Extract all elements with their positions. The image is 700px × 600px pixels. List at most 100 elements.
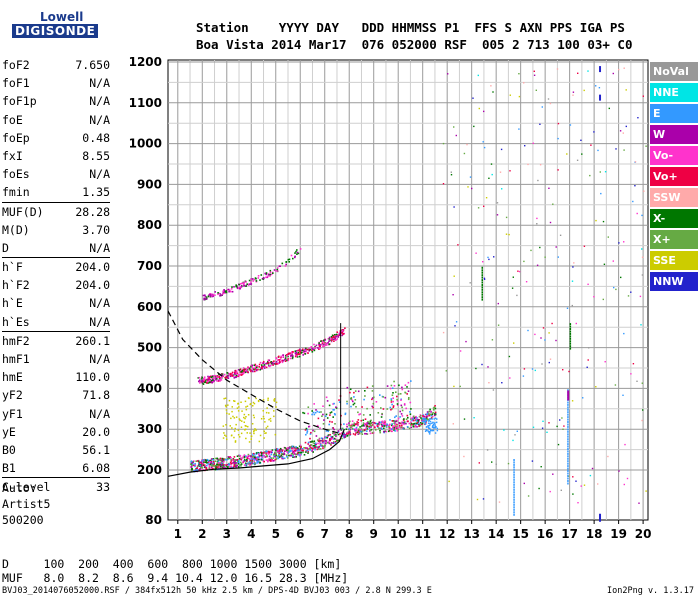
trace-point <box>249 403 251 406</box>
trace-point <box>320 439 322 442</box>
trace-point <box>329 414 331 416</box>
trace-point <box>434 426 437 428</box>
interference-point <box>513 459 515 461</box>
trace-point <box>392 406 395 409</box>
trace-point <box>251 423 254 425</box>
trace-point <box>407 390 410 392</box>
trace-point <box>377 412 380 414</box>
trace-point <box>323 339 326 341</box>
trace-point <box>306 449 309 452</box>
trace-point <box>357 390 360 393</box>
trace-point <box>371 424 374 426</box>
trace-point <box>288 454 290 457</box>
trace-point <box>355 423 358 425</box>
trace-point <box>432 411 434 414</box>
param-separator <box>2 257 110 259</box>
trace-point <box>431 415 434 418</box>
trace-point <box>390 384 393 387</box>
trace-point <box>375 401 378 403</box>
trace-point <box>227 456 230 458</box>
trace-point <box>224 458 226 460</box>
trace-point <box>246 283 248 285</box>
trace-point <box>230 460 233 462</box>
trace-point <box>260 457 263 460</box>
trace-point <box>385 430 388 433</box>
trace-point <box>330 438 333 440</box>
trace-point <box>387 430 390 433</box>
noise-point <box>452 294 454 296</box>
trace-point <box>393 427 396 429</box>
trace-point <box>332 416 334 418</box>
trace-point <box>231 375 233 377</box>
trace-point <box>289 446 292 448</box>
trace-point <box>233 430 236 432</box>
trace-point <box>222 290 224 293</box>
noise-point <box>546 431 548 433</box>
trace-point <box>360 430 362 433</box>
trace-point <box>209 294 212 297</box>
trace-point <box>194 462 196 465</box>
trace-point <box>191 464 194 466</box>
trace-point <box>287 355 289 358</box>
trace-point <box>364 432 366 435</box>
interference-point <box>599 513 602 522</box>
trace-point <box>428 413 430 416</box>
trace-point <box>203 380 205 383</box>
noise-point <box>473 125 475 128</box>
trace-point <box>348 424 350 426</box>
trace-point <box>215 378 217 381</box>
trace-point <box>429 429 432 431</box>
trace-point <box>366 425 368 428</box>
trace-point <box>280 356 282 359</box>
trace-point <box>273 400 276 402</box>
trace-point <box>420 415 422 417</box>
trace-point <box>400 426 403 429</box>
trace-point <box>254 366 257 369</box>
trace-point <box>190 463 192 465</box>
noise-point <box>641 419 643 422</box>
trace-point <box>312 348 315 351</box>
trace-point <box>413 415 415 418</box>
trace-point <box>190 466 193 468</box>
trace-point <box>298 353 301 355</box>
y-tick-label: 1000 <box>129 137 162 151</box>
trace-point <box>403 403 406 405</box>
trace-point <box>299 448 302 450</box>
trace-point <box>261 368 263 370</box>
trace-point <box>333 409 335 411</box>
trace-point <box>240 465 242 467</box>
trace-point <box>332 334 335 337</box>
trace-point <box>213 380 215 382</box>
noise-point <box>495 463 497 465</box>
trace-point <box>359 429 361 432</box>
trace-point <box>424 418 427 421</box>
trace-point <box>349 391 351 394</box>
trace-point <box>230 466 232 469</box>
trace-point <box>422 415 424 417</box>
y-tick-label: 1100 <box>129 96 162 110</box>
noise-point <box>450 171 452 173</box>
trace-point <box>318 343 321 346</box>
trace-point <box>296 253 298 255</box>
trace-point <box>265 272 267 275</box>
trace-point <box>240 374 243 376</box>
noise-point <box>600 192 602 195</box>
trace-point <box>321 444 324 447</box>
noise-point <box>523 82 525 84</box>
interference-point <box>569 342 572 345</box>
noise-point <box>589 474 592 477</box>
trace-point <box>399 393 402 395</box>
trace-point <box>245 437 247 440</box>
trace-point <box>270 364 272 367</box>
ionospheric-parameters: foF2 7.650 foF1 N/A foF1p N/A foE N/A foEp 0.48 fx… <box>2 56 110 497</box>
trace-point <box>288 451 291 453</box>
interference-point <box>481 284 483 286</box>
trace-point <box>254 364 257 367</box>
trace-point <box>262 399 265 401</box>
trace-point <box>361 425 363 427</box>
trace-point <box>300 447 302 449</box>
trace-point <box>194 465 196 468</box>
trace-point <box>289 454 292 457</box>
trace-point <box>355 426 358 429</box>
trace-point <box>218 458 220 461</box>
